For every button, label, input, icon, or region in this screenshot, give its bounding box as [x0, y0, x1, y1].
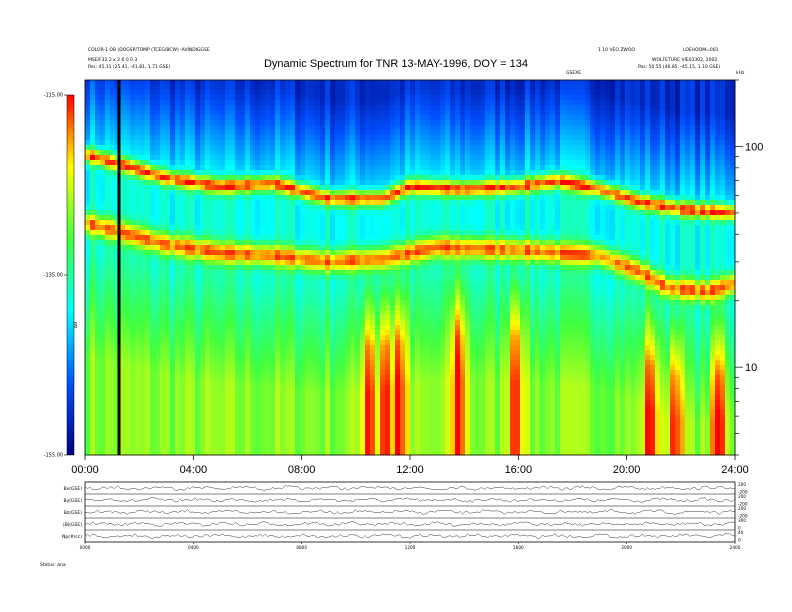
header-right-line1: 1 10 VEO ZWOO [598, 48, 635, 53]
x-tick-label: 16:00 [505, 464, 533, 476]
footer-status-label: Status: ana [40, 563, 66, 568]
panel-tick-label: 0 [738, 538, 741, 543]
panel-x-tick-label: 0800 [296, 545, 307, 550]
panel-x-tick-label: 1200 [405, 545, 416, 550]
y-axis: 10 100 [735, 79, 763, 456]
x-axis: 00:00 04:00 08:00 12:00 16:00 20:00 24:00 [71, 455, 749, 476]
colorbar-tick-label: -135.00 [44, 273, 63, 279]
colorbar-tick-label: -115.00 [44, 93, 63, 99]
colorbar: -115.00 -135.00 -155.00 ΔB [44, 93, 79, 459]
header-left-line2: MSE/F32.2 x 2 6 0 0 3 [88, 58, 138, 63]
y-tick-label: 100 [745, 141, 763, 153]
header-right-line3: WOLFETURE VIE03302, 2002 [652, 58, 718, 63]
y-tick-label: 10 [745, 362, 757, 374]
panel-tick-label: -200 [738, 490, 748, 495]
panel-label: By(GSE) [64, 498, 83, 504]
panel-trace [84, 521, 736, 527]
panel-x-tick-label: 2400 [730, 545, 741, 550]
panel-tick-label: 300 [738, 518, 746, 523]
header-center-small: GSEXE [566, 71, 582, 76]
data-gap-line [117, 80, 121, 455]
colorbar-unit: ΔB [73, 322, 79, 328]
colorbar-gradient [66, 94, 75, 456]
panel-trace [84, 497, 736, 503]
x-tick-label: 12:00 [396, 464, 424, 476]
header-left-line3: Pos: 45.31 (25.41, -41.81, 1.71 GSE) [88, 65, 171, 70]
panel-x-tick-label: 1600 [513, 545, 524, 550]
frequency-unit-label: kHz [736, 71, 745, 76]
panel-x-tick-label: 0000 [80, 545, 91, 550]
panel-tick-label: 200 [738, 482, 746, 487]
panel-tick-label: 200 [738, 506, 746, 511]
spectrogram [84, 79, 736, 456]
panel-label: |B|(GSE) [63, 522, 82, 528]
panel-tick-label: 40 [738, 530, 744, 535]
header-right-line2: LOEHOOM=001 [683, 48, 719, 53]
header-right-line4: Pos: 50.55 (46.85, -45.15, 1.10 GSE) [638, 65, 721, 70]
colorbar-tick-label: -155.00 [44, 453, 63, 459]
magnetometer-panels: Bx(GSE)200-200By(GSE)200-200Bz(GSE)200-2… [62, 481, 748, 550]
header-left-line1: COLOR-1 OB (DOGSP/TOMP (TCEG/BCW) -AVIND… [88, 48, 210, 53]
panels-frame [84, 481, 736, 543]
panel-trace [84, 533, 736, 539]
panel-x-tick-label: 2000 [621, 545, 632, 550]
panel-trace [84, 509, 736, 515]
x-tick-label: 08:00 [288, 464, 316, 476]
x-tick-label: 24:00 [721, 464, 749, 476]
panel-label: Np(#/cc) [62, 534, 82, 540]
panel-label: Bx(GSE) [64, 486, 83, 492]
chart-title: Dynamic Spectrum for TNR 13-MAY-1996, DO… [263, 58, 528, 70]
panel-x-tick-label: 0400 [188, 545, 199, 550]
x-tick-label: 00:00 [71, 464, 99, 476]
x-tick-label: 20:00 [613, 464, 641, 476]
panel-trace [84, 485, 736, 491]
panel-tick-label: 0 [738, 526, 741, 531]
panel-tick-label: 200 [738, 494, 746, 499]
panel-label: Bz(GSE) [64, 510, 82, 516]
x-tick-label: 04:00 [180, 464, 208, 476]
panel-tick-label: -200 [738, 514, 748, 519]
panel-tick-label: -200 [738, 502, 748, 507]
